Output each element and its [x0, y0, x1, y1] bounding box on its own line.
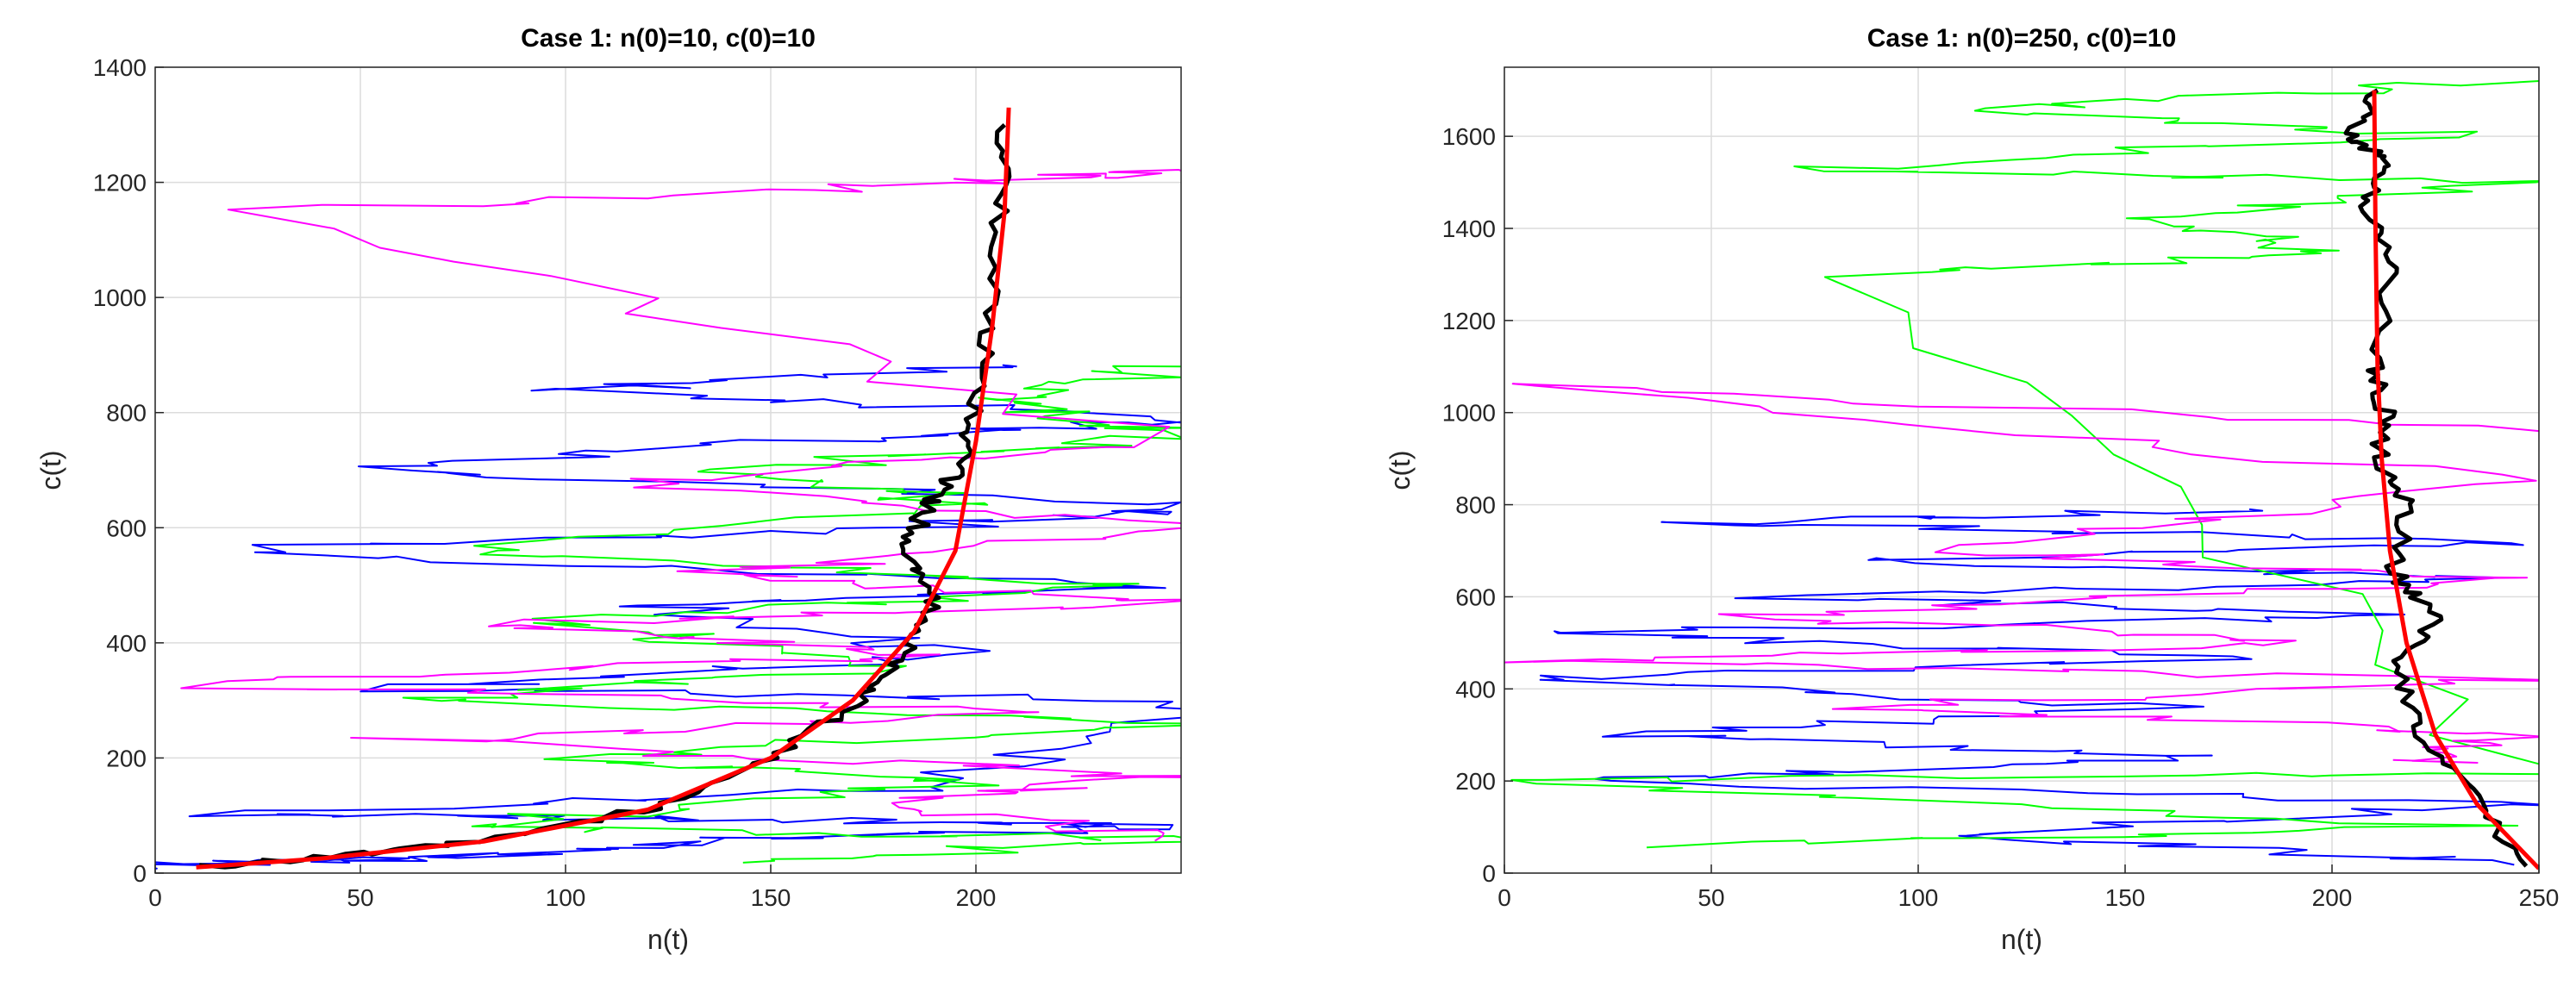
- series-sample-magenta: [180, 169, 1181, 842]
- x-tick-label: 100: [546, 884, 586, 911]
- y-tick-label: 400: [1455, 676, 1496, 702]
- plot-area: [1504, 80, 2539, 871]
- series-mean-stochastic: [199, 122, 1012, 870]
- axes-box: [154, 66, 1182, 874]
- series-deterministic: [196, 107, 1011, 870]
- y-tick-label: 400: [106, 630, 147, 657]
- y-tick-label: 1600: [1442, 123, 1496, 150]
- x-tick-label: 0: [1497, 884, 1511, 911]
- y-axis-label: c(t): [35, 450, 66, 490]
- x-tick-label: 250: [2519, 884, 2560, 911]
- y-tick-label: 600: [1455, 583, 1496, 610]
- x-tick-label: 50: [1698, 884, 1724, 911]
- series-deterministic: [2372, 90, 2539, 871]
- y-tick-label: 200: [106, 745, 147, 771]
- x-tick-label: 200: [956, 884, 997, 911]
- y-tick-label: 1000: [1442, 400, 1496, 427]
- y-tick-label: 1400: [1442, 215, 1496, 242]
- x-tick-label: 50: [347, 884, 373, 911]
- y-tick-label: 600: [106, 515, 147, 541]
- x-tick-label: 150: [2105, 884, 2146, 911]
- series-sample-blue: [1539, 508, 2539, 866]
- x-tick-label: 200: [2312, 884, 2353, 911]
- chart-case1-n250: 0 50 100 150 200 250 0 200 400 600 800 1000 1200 1400…: [1385, 24, 2560, 955]
- y-tick-label: 1200: [1442, 308, 1496, 334]
- chart-title: Case 1: n(0)=250, c(0)=10: [1867, 24, 2177, 53]
- series-sample-blue: [155, 364, 1181, 870]
- x-tick-label: 150: [751, 884, 791, 911]
- plot-area: [155, 107, 1181, 870]
- chart-title: Case 1: n(0)=10, c(0)=10: [521, 24, 816, 53]
- x-axis-label: n(t): [2001, 924, 2042, 955]
- y-tick-label: 800: [1455, 492, 1496, 519]
- axes-box: [1504, 66, 2540, 874]
- series-sample-green: [402, 365, 1181, 864]
- y-tick-label: 1200: [93, 170, 147, 197]
- y-tick-label: 800: [106, 400, 147, 427]
- y-tick-label: 0: [133, 860, 147, 887]
- y-tick-label: 1000: [93, 284, 147, 311]
- x-axis-label: n(t): [647, 924, 689, 955]
- x-tick-label: 0: [148, 884, 162, 911]
- series-mean-stochastic: [2343, 88, 2529, 868]
- y-tick-label: 0: [1482, 860, 1496, 887]
- y-tick-label: 1400: [93, 54, 147, 81]
- series-sample-green: [1510, 80, 2539, 849]
- y-axis-label: c(t): [1385, 450, 1416, 490]
- y-tick-label: 200: [1455, 768, 1496, 795]
- x-tick-label: 100: [1898, 884, 1939, 911]
- chart-case1-n10: 0 50 100 150 200 0 200 400 600 800 1000 1200 1400 Cas…: [35, 24, 1182, 955]
